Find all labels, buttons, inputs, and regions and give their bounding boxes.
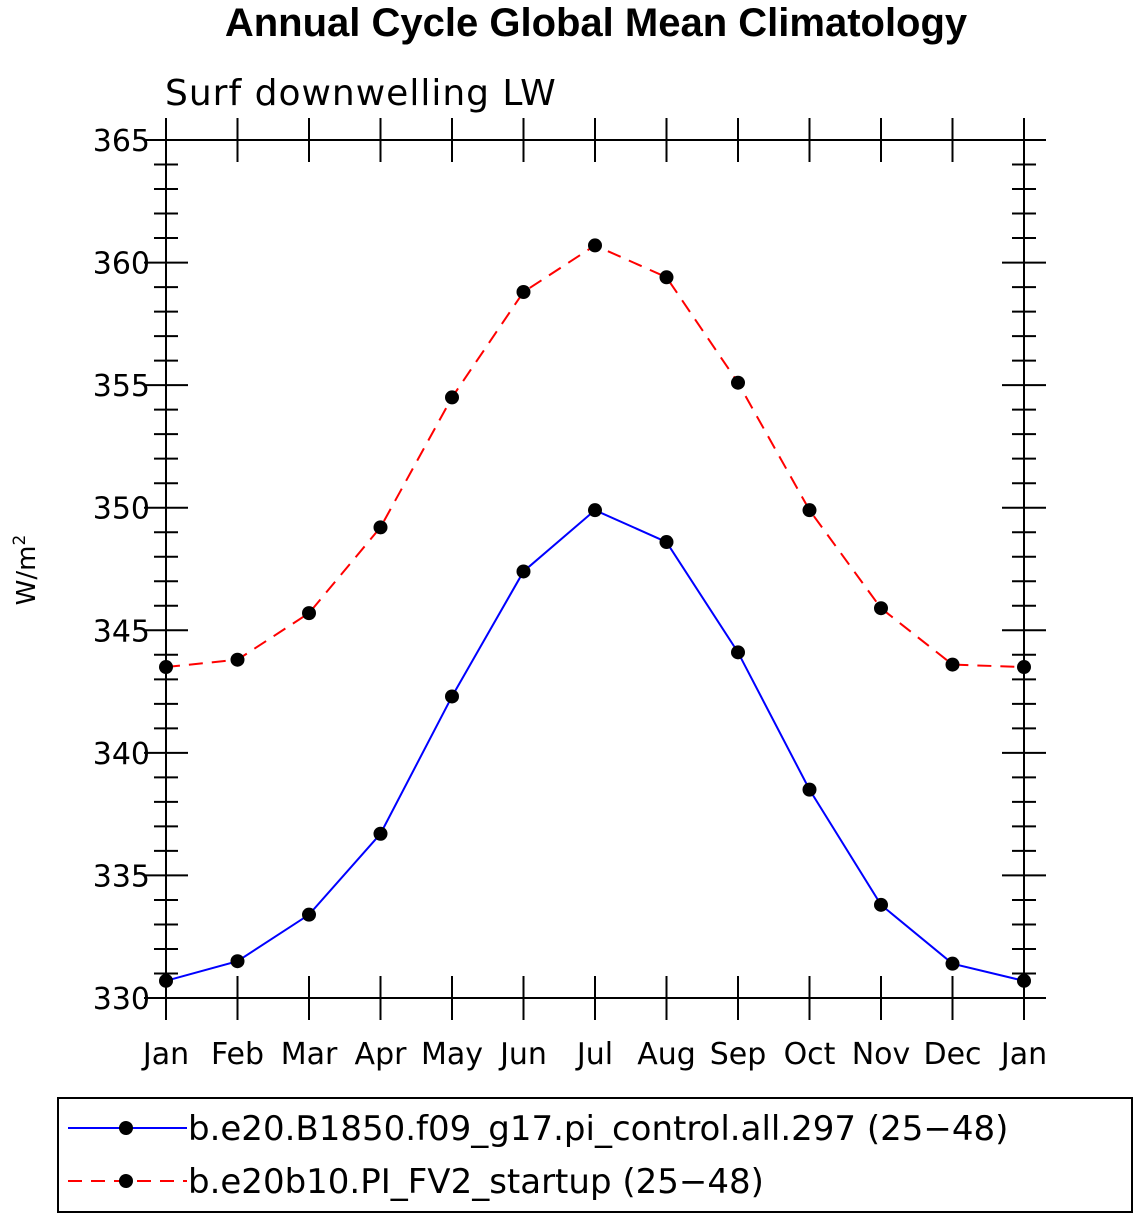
x-tick-labels: Jan Feb Mar Apr May Jun Jul Aug Sep Oct Nov Dec Jan (141, 1037, 1047, 1072)
x-tick-label: Oct (784, 1037, 836, 1072)
series-1-point (945, 956, 960, 971)
x-tick-label: Nov (852, 1037, 911, 1072)
y-tick-label: 335 (93, 859, 150, 894)
series-1-point (302, 907, 316, 922)
series-2-point (302, 606, 316, 621)
series-2-point (445, 390, 459, 405)
x-tick-label: Aug (637, 1037, 696, 1072)
series-2-point (588, 238, 602, 253)
series-1-point (516, 564, 531, 579)
chart-subtitle: Surf downwelling LW (165, 73, 557, 114)
legend-label-1: b.e20.B1850.f09_g17.pi_control.all.297 (… (188, 1109, 1008, 1149)
series-2-point (230, 652, 245, 667)
y-tick-label: 365 (93, 124, 150, 159)
series-2-point (516, 284, 531, 299)
series-2-point (373, 520, 388, 535)
series-1-point (659, 535, 674, 550)
legend-label-2: b.e20b10.PI_FV2_startup (25−48) (188, 1162, 764, 1202)
x-tick-label: Jul (575, 1037, 613, 1072)
legend-marker-2 (119, 1174, 133, 1188)
x-tick-label: Jan (141, 1037, 189, 1072)
x-tick-label: Feb (211, 1037, 264, 1072)
y-axis-label-unit: W/m (12, 546, 42, 606)
series-2-point (945, 657, 960, 672)
series-2-point (731, 375, 745, 390)
x-tick-label: May (421, 1037, 483, 1072)
series-2-point (659, 270, 674, 285)
axis-ticks (144, 118, 1046, 1020)
x-tick-label: Apr (355, 1037, 408, 1072)
x-tick-label: Jun (498, 1037, 547, 1072)
y-axis-label-exponent: 2 (10, 535, 30, 546)
chart-title: Annual Cycle Global Mean Climatology (225, 1, 968, 45)
series-line-2 (165, 244, 1025, 669)
y-tick-label: 345 (93, 614, 150, 649)
series-1-point (230, 954, 245, 969)
plot-frame (165, 139, 1025, 999)
y-tick-label: 340 (93, 737, 150, 772)
y-axis-label: W/m2 (10, 535, 42, 606)
series-1-point (588, 503, 602, 518)
y-tick-label: 350 (93, 492, 150, 527)
x-tick-label: Mar (281, 1037, 338, 1072)
series-2-point (874, 601, 888, 616)
y-tick-label: 330 (93, 982, 150, 1017)
series-2-point (802, 503, 817, 518)
y-tick-label: 355 (93, 369, 150, 404)
legend-box (57, 1097, 1133, 1213)
y-tick-labels: 330 335 340 345 350 355 360 365 (93, 124, 150, 1017)
series-1-point (731, 645, 745, 660)
legend-marker-1 (119, 1121, 133, 1135)
x-tick-label: Sep (710, 1037, 767, 1072)
series-1-point (802, 782, 817, 797)
y-tick-label: 360 (93, 247, 150, 282)
x-tick-label: Jan (999, 1037, 1047, 1072)
plot-series (159, 238, 1031, 988)
series-1-point (874, 897, 888, 912)
x-tick-label: Dec (923, 1037, 981, 1072)
legend: b.e20.B1850.f09_g17.pi_control.all.297 (… (68, 1109, 1008, 1202)
series-1-point (445, 689, 459, 704)
series-1-point (373, 826, 388, 841)
series-line-1 (165, 508, 1025, 982)
